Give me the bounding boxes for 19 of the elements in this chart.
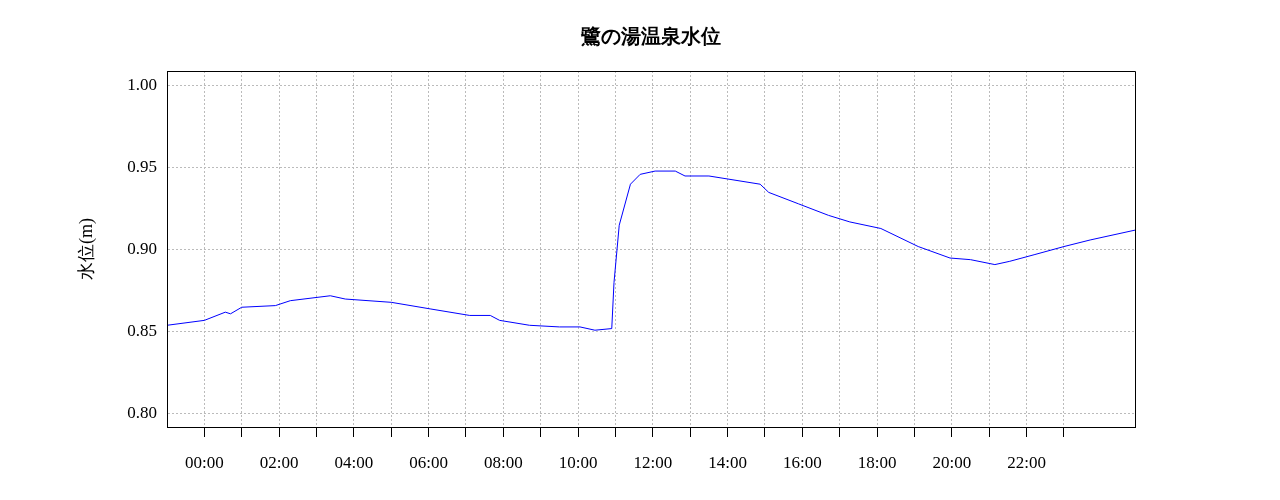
y-tick-label: 1.00: [127, 75, 157, 95]
x-tick-label: 18:00: [857, 452, 897, 472]
x-tick-label: 02:00: [259, 452, 299, 472]
x-tick-label: 10:00: [558, 452, 598, 472]
x-tick-label: 08:00: [484, 452, 523, 472]
chart-title: 鷺の湯温泉水位: [580, 25, 721, 48]
y-tick-label: 0.85: [127, 321, 157, 341]
x-tick-label: 04:00: [334, 452, 374, 472]
y-tick-label: 0.90: [127, 239, 157, 259]
x-tick-label: 20:00: [932, 452, 972, 472]
x-tick-label: 12:00: [633, 452, 673, 472]
x-tick-label: 06:00: [409, 452, 448, 472]
y-tick-label: 0.95: [127, 157, 157, 177]
x-tick-label: 00:00: [185, 452, 224, 472]
x-tick-label: 16:00: [783, 452, 822, 472]
y-tick-label: 0.80: [127, 403, 157, 423]
x-tick-label: 14:00: [708, 452, 747, 472]
x-tick-label: 22:00: [1007, 452, 1046, 472]
y-axis-title: 水位(m): [75, 218, 97, 280]
